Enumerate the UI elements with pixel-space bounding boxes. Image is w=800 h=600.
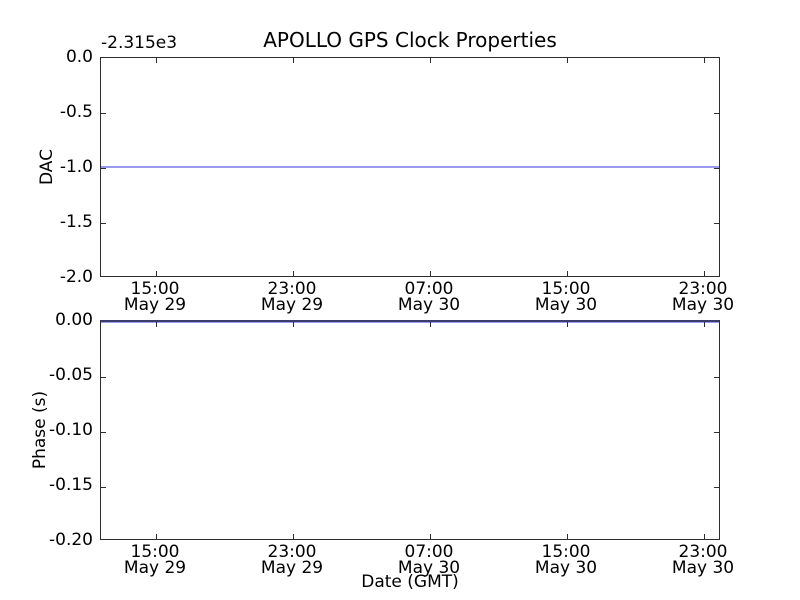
tick-mark bbox=[714, 432, 719, 433]
tick-mark bbox=[101, 432, 106, 433]
top-xtick-label: 15:00 May 29 bbox=[105, 279, 205, 315]
xtick-date: May 30 bbox=[534, 295, 598, 315]
xtick-date: May 29 bbox=[260, 295, 324, 315]
xtick-date: May 30 bbox=[397, 558, 461, 578]
bottom-axes-phase-plot bbox=[100, 320, 720, 540]
top-ytick-label: -1.5 bbox=[59, 212, 93, 232]
xtick-time: 15:00 bbox=[130, 542, 180, 562]
bottom-xtick-label: 07:00 May 30 bbox=[379, 542, 479, 578]
tick-mark bbox=[156, 322, 157, 327]
top-ytick-label: -1.0 bbox=[59, 157, 93, 177]
bottom-xtick-label: 15:00 May 29 bbox=[105, 542, 205, 578]
tick-mark bbox=[293, 271, 294, 276]
xtick-time: 07:00 bbox=[404, 279, 454, 299]
tick-mark bbox=[101, 377, 106, 378]
bottom-ytick-label: 0.00 bbox=[55, 310, 93, 330]
xtick-time: 23:00 bbox=[267, 279, 317, 299]
top-xtick-label: 23:00 May 29 bbox=[242, 279, 342, 315]
xtick-date: May 29 bbox=[260, 558, 324, 578]
xtick-date: May 29 bbox=[123, 558, 187, 578]
chart-title: APOLLO GPS Clock Properties bbox=[263, 28, 557, 52]
tick-mark bbox=[704, 534, 705, 539]
tick-mark bbox=[430, 322, 431, 327]
xtick-date: May 30 bbox=[671, 558, 735, 578]
tick-mark bbox=[430, 271, 431, 276]
top-ytick-label: 0.0 bbox=[65, 47, 93, 67]
tick-mark bbox=[704, 271, 705, 276]
top-xtick-label: 15:00 May 30 bbox=[516, 279, 616, 315]
top-ytick-label: -2.0 bbox=[59, 267, 93, 287]
top-ytick-label: -0.5 bbox=[59, 102, 93, 122]
tick-mark bbox=[293, 322, 294, 327]
tick-mark bbox=[101, 223, 106, 224]
xtick-date: May 29 bbox=[123, 295, 187, 315]
top-xtick-label: 07:00 May 30 bbox=[379, 279, 479, 315]
tick-mark bbox=[293, 534, 294, 539]
xtick-time: 23:00 bbox=[678, 279, 728, 299]
tick-mark bbox=[714, 377, 719, 378]
phase-data-line bbox=[101, 322, 719, 323]
tick-mark bbox=[293, 58, 294, 63]
tick-mark bbox=[101, 168, 106, 169]
xtick-time: 23:00 bbox=[678, 542, 728, 562]
xtick-time: 15:00 bbox=[541, 279, 591, 299]
bottom-ytick-label: -0.10 bbox=[49, 420, 93, 440]
xtick-date: May 30 bbox=[397, 295, 461, 315]
x-axis-label: Date (GMT) bbox=[361, 572, 459, 592]
bottom-ytick-label: -0.05 bbox=[49, 365, 93, 385]
bottom-ytick-label: -0.20 bbox=[49, 530, 93, 550]
tick-mark bbox=[156, 534, 157, 539]
xtick-date: May 30 bbox=[671, 295, 735, 315]
tick-mark bbox=[704, 322, 705, 327]
bottom-xtick-label: 23:00 May 30 bbox=[653, 542, 753, 578]
bottom-ytick-label: -0.15 bbox=[49, 475, 93, 495]
xtick-date: May 30 bbox=[534, 558, 598, 578]
top-xtick-label: 23:00 May 30 bbox=[653, 279, 753, 315]
tick-mark bbox=[714, 223, 719, 224]
tick-mark bbox=[430, 534, 431, 539]
top-axes-dac-plot bbox=[100, 57, 720, 277]
tick-mark bbox=[567, 58, 568, 63]
tick-mark bbox=[714, 487, 719, 488]
tick-mark bbox=[567, 534, 568, 539]
bottom-xtick-label: 15:00 May 30 bbox=[516, 542, 616, 578]
dac-data-line bbox=[101, 166, 719, 168]
tick-mark bbox=[567, 271, 568, 276]
tick-mark bbox=[704, 58, 705, 63]
xtick-time: 07:00 bbox=[404, 542, 454, 562]
tick-mark bbox=[430, 58, 431, 63]
xtick-time: 15:00 bbox=[541, 542, 591, 562]
tick-mark bbox=[156, 58, 157, 63]
tick-mark bbox=[714, 113, 719, 114]
tick-mark bbox=[156, 271, 157, 276]
tick-mark bbox=[101, 487, 106, 488]
tick-mark bbox=[101, 113, 106, 114]
bottom-xtick-label: 23:00 May 29 bbox=[242, 542, 342, 578]
tick-mark bbox=[567, 322, 568, 327]
xtick-time: 15:00 bbox=[130, 279, 180, 299]
tick-mark bbox=[714, 168, 719, 169]
xtick-time: 23:00 bbox=[267, 542, 317, 562]
y-axis-offset-text: -2.315e3 bbox=[101, 33, 178, 53]
